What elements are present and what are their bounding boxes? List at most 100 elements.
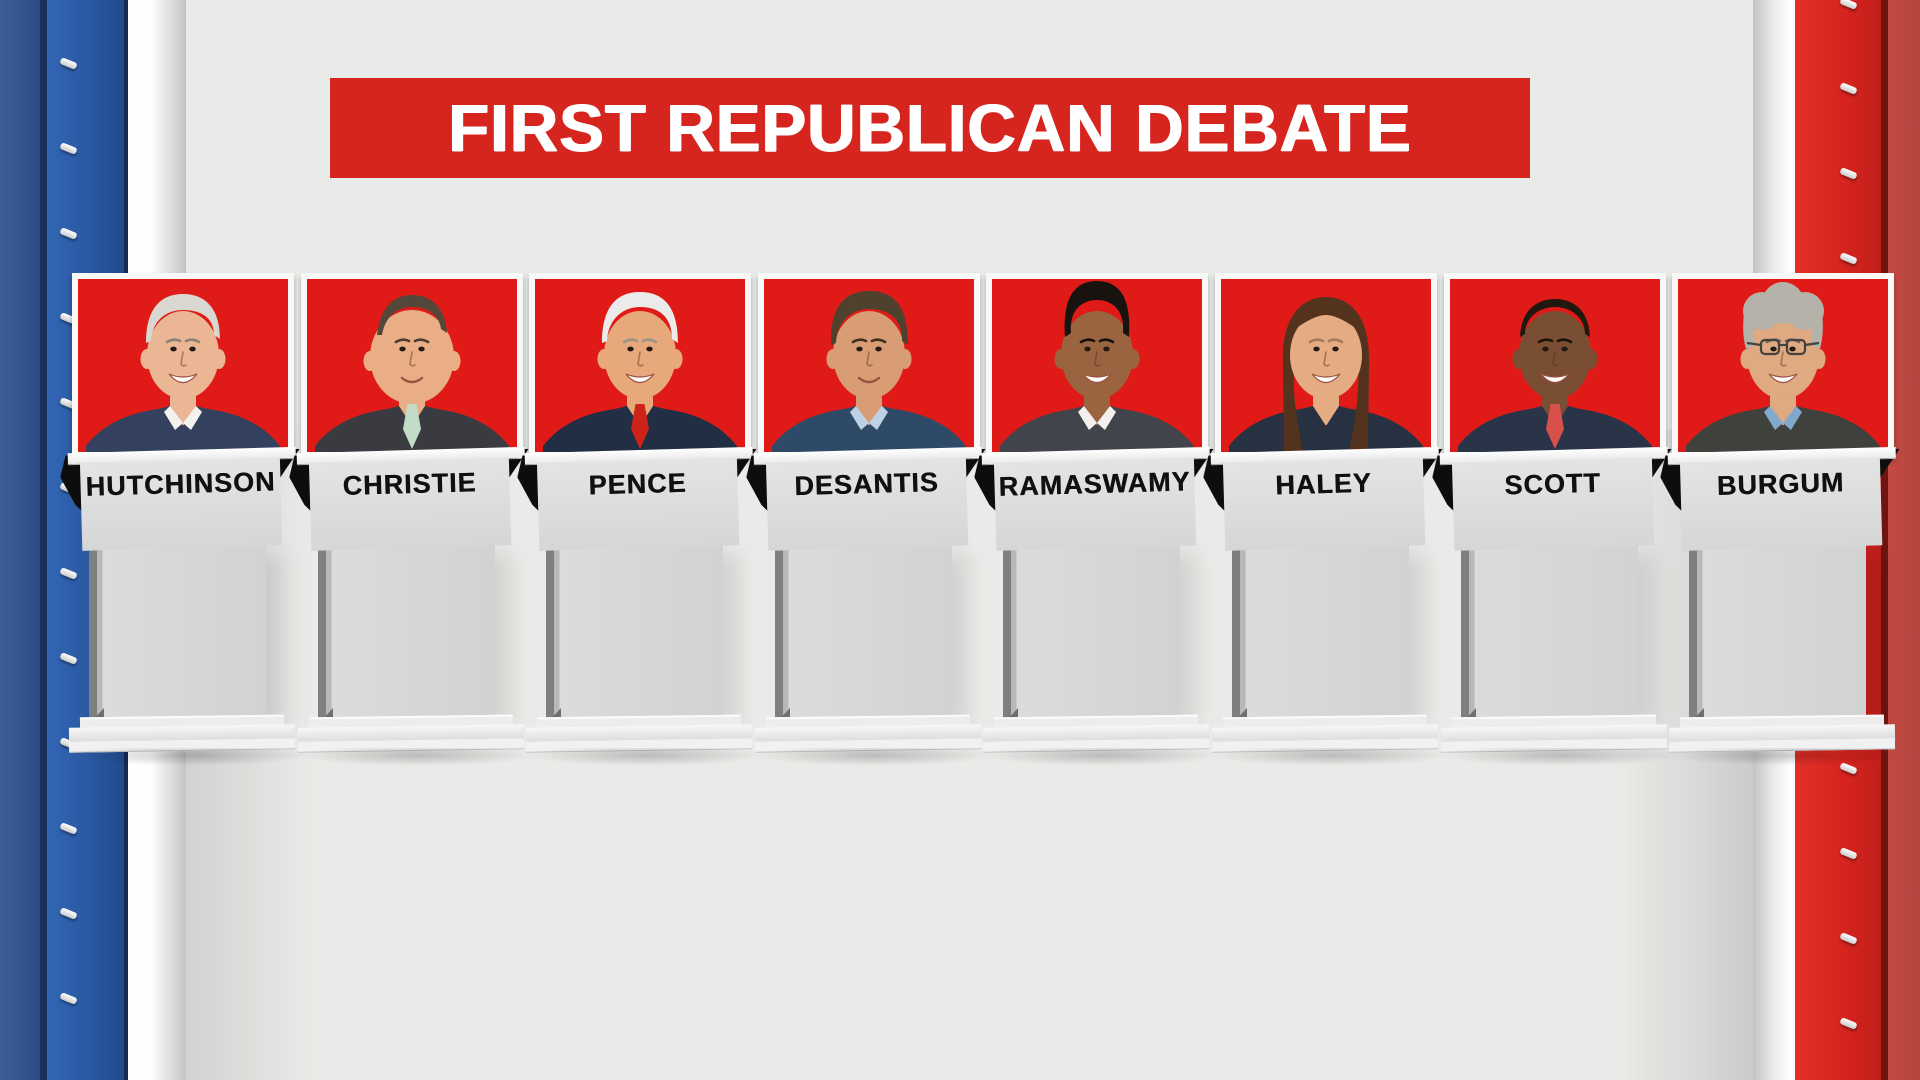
panel-screw	[1839, 1017, 1858, 1030]
podium-plate: PENCE	[528, 446, 753, 553]
left-outer-blue-panel	[0, 0, 40, 1080]
candidate-portrait-image	[992, 279, 1202, 452]
panel-screw	[59, 142, 78, 155]
podium: SCOTT	[1443, 446, 1682, 770]
panel-screw	[1839, 0, 1858, 10]
title-text: FIRST REPUBLICAN DEBATE	[448, 90, 1412, 166]
podium-plate: RAMASWAMY	[985, 446, 1210, 553]
podium-body	[1011, 545, 1180, 720]
podium-body-shadow	[546, 545, 555, 718]
candidate-photo	[758, 273, 980, 458]
podium-plate: HALEY	[1214, 446, 1439, 553]
panel-screw	[59, 57, 78, 70]
podium-plate: DESANTIS	[757, 446, 982, 553]
podium-body-shadow	[318, 545, 327, 718]
podium-body-shadow	[89, 545, 98, 718]
podium-body	[1240, 545, 1409, 720]
candidate-unit-hutchinson: HUTCHINSON	[71, 273, 310, 773]
candidate-photo	[1444, 273, 1666, 458]
plate-face: DESANTIS	[765, 457, 969, 551]
podium-floor-shadow	[1668, 748, 1910, 766]
podium-body-shadow	[1003, 545, 1012, 718]
candidate-photo	[986, 273, 1208, 458]
podium-body-shadow	[1689, 545, 1698, 718]
candidate-photo	[72, 273, 294, 458]
panel-screw	[59, 227, 78, 240]
podium-floor-shadow	[525, 748, 767, 766]
candidate-unit-desantis: DESANTIS	[757, 273, 996, 773]
candidate-portrait-image	[764, 279, 974, 452]
candidate-unit-haley: HALEY	[1214, 273, 1453, 773]
podium-name-label: RAMASWAMY	[998, 466, 1191, 502]
podium-name-label: HUTCHINSON	[85, 466, 276, 502]
plate-face: PENCE	[536, 457, 740, 551]
podium-floor-shadow	[982, 748, 1224, 766]
plate-face: HUTCHINSON	[79, 457, 283, 551]
candidate-portrait-image	[535, 279, 745, 452]
podium-name-label: BURGUM	[1716, 467, 1845, 501]
podium: BURGUM	[1671, 446, 1910, 770]
plate-face: RAMASWAMY	[993, 457, 1197, 551]
plate-face: HALEY	[1222, 457, 1426, 551]
right-panel-groove	[1881, 0, 1888, 1080]
candidate-portrait-image	[307, 279, 517, 452]
podium-name-label: HALEY	[1274, 467, 1373, 501]
panel-screw	[59, 822, 78, 835]
podium-floor-shadow	[1211, 748, 1453, 766]
podium: HALEY	[1214, 446, 1453, 770]
candidate-photo	[1672, 273, 1894, 458]
panel-screw	[1839, 82, 1858, 95]
candidate-portrait-image	[1678, 279, 1888, 452]
panel-screw	[1839, 167, 1858, 180]
podium-body-shadow	[775, 545, 784, 718]
podium-body	[97, 545, 266, 720]
podium-floor-shadow	[68, 748, 310, 766]
podium: HUTCHINSON	[71, 446, 310, 770]
title-banner: FIRST REPUBLICAN DEBATE	[330, 78, 1530, 178]
podium-name-label: CHRISTIE	[342, 467, 477, 501]
podium-body-shadow	[1461, 545, 1470, 718]
candidate-portrait-image	[1450, 279, 1660, 452]
podium-floor-shadow	[1440, 748, 1682, 766]
left-panel-groove	[40, 0, 47, 1080]
podium-plate: CHRISTIE	[300, 446, 525, 553]
podium: CHRISTIE	[300, 446, 539, 770]
candidate-unit-ramaswamy: RAMASWAMY	[985, 273, 1224, 773]
podium-floor-shadow	[754, 748, 996, 766]
podium: DESANTIS	[757, 446, 996, 770]
candidate-portrait-image	[1221, 279, 1431, 452]
candidate-portrait-image	[78, 279, 288, 452]
plate-face: BURGUM	[1679, 457, 1883, 551]
panel-screw	[1839, 847, 1858, 860]
podium-body	[1469, 545, 1638, 720]
candidate-photo	[529, 273, 751, 458]
plate-face: CHRISTIE	[308, 457, 512, 551]
panel-screw	[59, 992, 78, 1005]
panel-screw	[1839, 932, 1858, 945]
podium-name-label: DESANTIS	[793, 467, 940, 502]
panel-screw	[1839, 252, 1858, 265]
podium: PENCE	[528, 446, 767, 770]
panel-screw	[59, 907, 78, 920]
right-outer-red-panel	[1888, 0, 1920, 1080]
podium-floor-shadow	[297, 748, 539, 766]
podium-name-label: PENCE	[588, 467, 687, 501]
podium-body	[554, 545, 723, 720]
podium-body-shadow	[1232, 545, 1241, 718]
plate-face: SCOTT	[1451, 457, 1655, 551]
candidate-unit-pence: PENCE	[528, 273, 767, 773]
candidate-unit-christie: CHRISTIE	[300, 273, 539, 773]
podium-name-label: SCOTT	[1503, 467, 1602, 501]
podium-plate: BURGUM	[1671, 446, 1896, 553]
podium-body	[1697, 545, 1866, 720]
candidate-photo	[301, 273, 523, 458]
podium: RAMASWAMY	[985, 446, 1224, 770]
podium-plate: HUTCHINSON	[71, 446, 296, 553]
candidate-unit-burgum: BURGUM	[1671, 273, 1910, 773]
podium-plate: SCOTT	[1443, 446, 1668, 553]
podium-body	[326, 545, 495, 720]
candidate-unit-scott: SCOTT	[1443, 273, 1682, 773]
podium-body	[783, 545, 952, 720]
candidate-photo	[1215, 273, 1437, 458]
